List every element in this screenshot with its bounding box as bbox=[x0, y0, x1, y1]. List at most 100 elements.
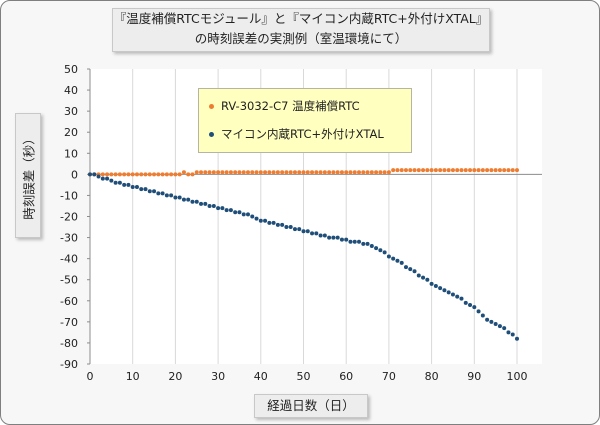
data-point-mcu-rtc bbox=[395, 258, 400, 263]
data-point-rtc-module bbox=[331, 170, 336, 175]
data-point-rtc-module bbox=[169, 172, 174, 177]
y-tick-label: 0 bbox=[71, 168, 78, 181]
data-point-rtc-module bbox=[399, 168, 404, 173]
data-point-rtc-module bbox=[109, 172, 114, 177]
x-tick-label: 100 bbox=[507, 370, 528, 383]
data-point-mcu-rtc bbox=[476, 309, 481, 314]
data-point-mcu-rtc bbox=[245, 212, 250, 217]
chart-title-line-1: 『温度補償RTCモジュール』と『マイコン内蔵RTC+外付けXTAL』 bbox=[113, 11, 489, 26]
data-point-mcu-rtc bbox=[450, 292, 455, 297]
data-point-mcu-rtc bbox=[122, 182, 127, 187]
data-point-rtc-module bbox=[493, 168, 498, 173]
data-point-rtc-module bbox=[497, 168, 502, 173]
data-point-rtc-module bbox=[455, 168, 460, 173]
x-tick-label: 20 bbox=[168, 370, 182, 383]
y-tick-label: -60 bbox=[60, 295, 78, 308]
x-tick-label: 0 bbox=[87, 370, 94, 383]
data-point-mcu-rtc bbox=[190, 199, 195, 204]
data-point-mcu-rtc bbox=[416, 273, 421, 278]
data-point-rtc-module bbox=[297, 170, 302, 175]
data-point-mcu-rtc bbox=[199, 201, 204, 206]
data-point-mcu-rtc bbox=[280, 222, 285, 227]
data-point-mcu-rtc bbox=[318, 233, 323, 238]
data-point-mcu-rtc bbox=[284, 225, 289, 230]
data-point-rtc-module bbox=[463, 168, 468, 173]
data-point-rtc-module bbox=[258, 170, 263, 175]
data-point-rtc-module bbox=[164, 172, 169, 177]
y-tick-label: 20 bbox=[64, 126, 78, 139]
data-point-rtc-module bbox=[446, 168, 451, 173]
data-point-mcu-rtc bbox=[344, 237, 349, 242]
data-point-rtc-module bbox=[134, 172, 139, 177]
data-point-mcu-rtc bbox=[109, 178, 114, 183]
legend: RV-3032-C7 温度補償RTC マイコン内蔵RTC+外付けXTAL bbox=[198, 88, 412, 153]
x-tick-label: 60 bbox=[339, 370, 353, 383]
data-point-mcu-rtc bbox=[463, 300, 468, 305]
y-tick-label: -90 bbox=[60, 358, 78, 371]
data-point-mcu-rtc bbox=[421, 275, 426, 280]
data-point-rtc-module bbox=[425, 168, 430, 173]
data-point-rtc-module bbox=[126, 172, 131, 177]
data-point-rtc-module bbox=[421, 168, 426, 173]
data-point-rtc-module bbox=[327, 170, 332, 175]
data-point-mcu-rtc bbox=[267, 220, 272, 225]
data-point-rtc-module bbox=[194, 170, 199, 175]
data-point-rtc-module bbox=[147, 172, 152, 177]
data-point-mcu-rtc bbox=[352, 239, 357, 244]
data-point-rtc-module bbox=[152, 172, 157, 177]
y-tick-label: 40 bbox=[64, 84, 78, 97]
data-point-rtc-module bbox=[199, 170, 204, 175]
data-point-rtc-module bbox=[113, 172, 118, 177]
data-point-mcu-rtc bbox=[357, 239, 362, 244]
data-point-rtc-module bbox=[369, 170, 374, 175]
data-point-rtc-module bbox=[284, 170, 289, 175]
data-point-mcu-rtc bbox=[489, 319, 494, 324]
data-point-mcu-rtc bbox=[181, 197, 186, 202]
x-tick-label: 70 bbox=[382, 370, 396, 383]
data-point-rtc-module bbox=[310, 170, 315, 175]
data-point-mcu-rtc bbox=[468, 303, 473, 307]
data-point-rtc-module bbox=[361, 170, 366, 175]
data-point-rtc-module bbox=[105, 172, 110, 177]
chart-title-line-2: の時刻誤差の実測例（室温環境にて） bbox=[194, 31, 408, 46]
data-point-rtc-module bbox=[395, 168, 400, 173]
data-point-mcu-rtc bbox=[88, 172, 92, 177]
data-point-rtc-module bbox=[233, 170, 238, 175]
data-point-rtc-module bbox=[335, 170, 340, 175]
data-point-mcu-rtc bbox=[164, 193, 169, 198]
data-point-mcu-rtc bbox=[275, 222, 280, 227]
y-tick-label: -50 bbox=[60, 274, 78, 287]
data-point-rtc-module bbox=[139, 172, 144, 177]
data-point-mcu-rtc bbox=[216, 206, 221, 211]
data-point-rtc-module bbox=[254, 170, 259, 175]
data-point-rtc-module bbox=[510, 168, 515, 173]
data-point-rtc-module bbox=[207, 170, 212, 175]
data-point-mcu-rtc bbox=[403, 265, 408, 270]
data-point-mcu-rtc bbox=[455, 294, 460, 299]
data-point-mcu-rtc bbox=[425, 277, 430, 282]
data-point-mcu-rtc bbox=[224, 208, 229, 213]
data-point-mcu-rtc bbox=[429, 281, 434, 286]
data-point-mcu-rtc bbox=[374, 246, 379, 251]
data-point-mcu-rtc bbox=[515, 336, 519, 341]
data-point-mcu-rtc bbox=[314, 231, 319, 236]
data-point-rtc-module bbox=[190, 172, 195, 177]
data-point-mcu-rtc bbox=[126, 182, 131, 187]
chart-title: 『温度補償RTCモジュール』と『マイコン内蔵RTC+外付けXTAL』 の時刻誤差… bbox=[112, 8, 490, 52]
data-point-mcu-rtc bbox=[194, 199, 199, 204]
data-point-rtc-module bbox=[339, 170, 344, 175]
data-point-mcu-rtc bbox=[292, 227, 297, 232]
legend-item-rtc-module: RV-3032-C7 温度補償RTC bbox=[209, 97, 360, 115]
data-point-mcu-rtc bbox=[348, 239, 353, 244]
data-point-mcu-rtc bbox=[339, 237, 344, 242]
data-point-mcu-rtc bbox=[502, 326, 507, 331]
y-axis-label-box: 時刻誤差（秒） bbox=[15, 113, 41, 238]
data-point-mcu-rtc bbox=[156, 191, 161, 196]
data-point-rtc-module bbox=[468, 168, 473, 173]
y-tick-label: -20 bbox=[60, 211, 78, 224]
data-point-mcu-rtc bbox=[134, 185, 139, 189]
data-point-mcu-rtc bbox=[438, 286, 443, 291]
data-point-mcu-rtc bbox=[228, 208, 233, 213]
data-point-mcu-rtc bbox=[220, 206, 225, 211]
data-point-rtc-module bbox=[228, 170, 233, 175]
